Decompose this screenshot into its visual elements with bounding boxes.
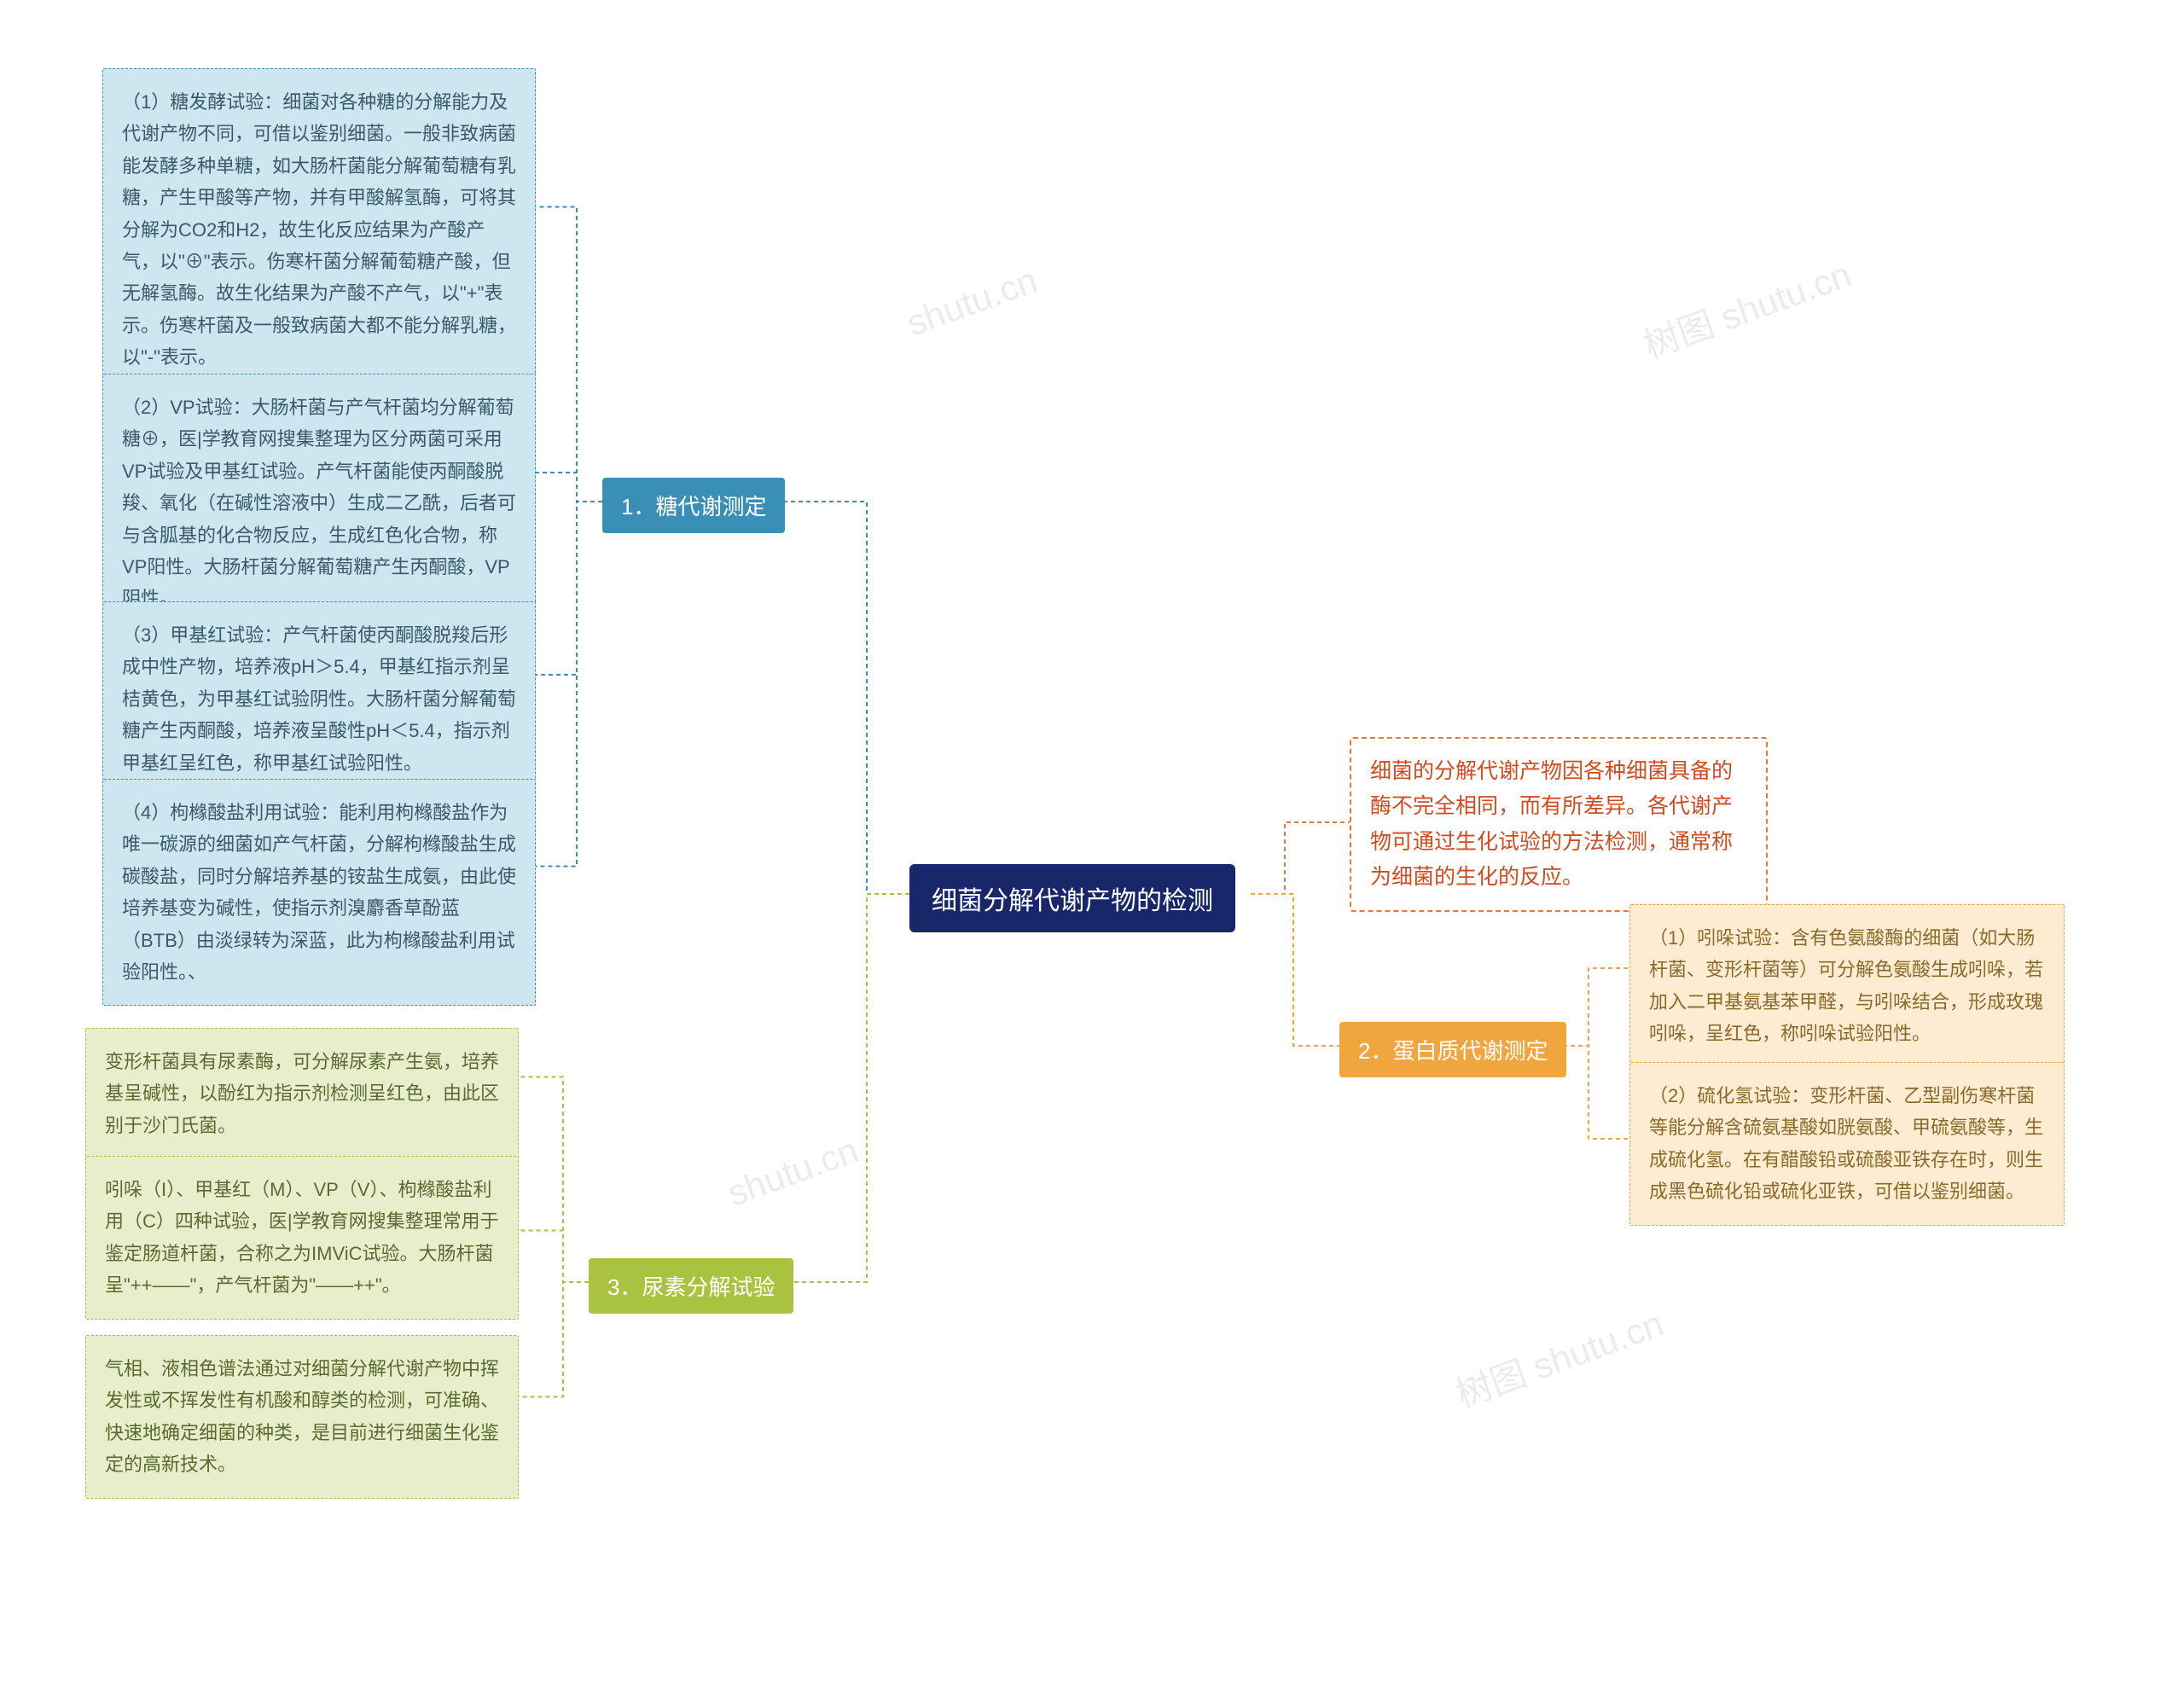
leaf-sugar-3: （4）枸橼酸盐利用试验：能利用枸橼酸盐作为唯一碳源的细菌如产气杆菌，分解枸橼酸盐… — [102, 779, 536, 1006]
leaf-sugar-2: （3）甲基红试验：产气杆菌使丙酮酸脱羧后形成中性产物，培养液pH＞5.4，甲基红… — [102, 601, 536, 797]
watermark: shutu.cn — [902, 259, 1043, 344]
root-node: 细菌分解代谢产物的检测 — [909, 864, 1235, 932]
leaf-sugar-0: （1）糖发酵试验：细菌对各种糖的分解能力及代谢产物不同，可借以鉴别细菌。一般非致… — [102, 68, 536, 392]
branch-sugar: 1．糖代谢测定 — [602, 478, 785, 533]
leaf-urea-0: 变形杆菌具有尿素酶，可分解尿素产生氨，培养基呈碱性，以酚红为指示剂检测呈红色，由… — [85, 1028, 519, 1159]
leaf-protein-0: （1）吲哚试验：含有色氨酸酶的细菌（如大肠杆菌、变形杆菌等）可分解色氨酸生成吲哚… — [1629, 904, 2065, 1068]
leaf-urea-2: 气相、液相色谱法通过对细菌分解代谢产物中挥发性或不挥发性有机酸和醇类的检测，可准… — [85, 1335, 519, 1499]
watermark: 树图 shutu.cn — [1635, 246, 1857, 369]
leaf-sugar-1: （2）VP试验：大肠杆菌与产气杆菌均分解葡萄糖⊕，医|学教育网搜集整理为区分两菌… — [102, 374, 536, 633]
branch-protein: 2．蛋白质代谢测定 — [1339, 1022, 1566, 1077]
branch-urea: 3．尿素分解试验 — [589, 1258, 793, 1314]
leaf-protein-1: （2）硫化氢试验：变形杆菌、乙型副伤寒杆菌等能分解含硫氨基酸如胱氨酸、甲硫氨酸等… — [1629, 1062, 2065, 1226]
leaf-urea-1: 吲哚（I）、甲基红（M）、VP（V）、枸橼酸盐利用（C）四种试验，医|学教育网搜… — [85, 1156, 519, 1320]
watermark: shutu.cn — [723, 1129, 864, 1214]
watermark: 树图 shutu.cn — [1448, 1295, 1670, 1418]
intro-box: 细菌的分解代谢产物因各种细菌具备的酶不完全相同，而有所差异。各代谢产物可通过生化… — [1350, 737, 1768, 912]
